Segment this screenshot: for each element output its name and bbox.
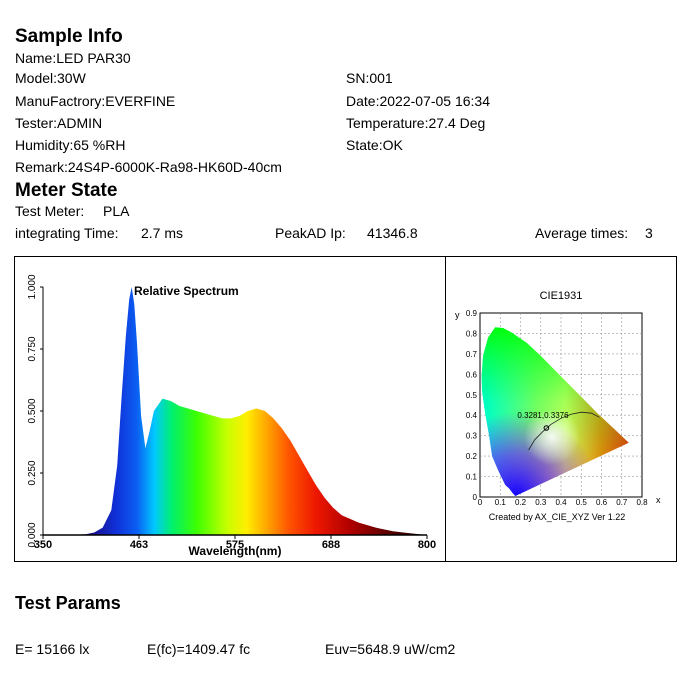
sample-manufactory: ManuFactrory:EVERFINE: [15, 93, 176, 109]
illuminance-fc: E(fc)=1409.47 fc: [147, 641, 251, 657]
sample-remark: Remark:24S4P-6000K-Ra98-HK60D-40cm: [15, 159, 282, 175]
average-times-label: Average times:: [535, 225, 629, 241]
cie-x-tick-label: 0.1: [495, 498, 507, 507]
irradiance-uv: Euv=5648.9 uW/cm2: [325, 641, 456, 657]
cie-x-tick-label: 0.7: [616, 498, 628, 507]
illuminance-lx: E= 15166 lx: [15, 641, 90, 657]
sample-state: State:OK: [346, 137, 403, 153]
cie-y-label: y: [455, 310, 460, 320]
cie-chart-panel: CIE1931 0.3281,0.3376 0 0.1 0.2 0.3 0.4 0.5 0.…: [445, 256, 677, 562]
cie-y-tick-label: 0.8: [466, 329, 478, 338]
cie-x-tick-label: 0: [478, 498, 483, 507]
spectrum-x-tick-label: 575: [226, 539, 244, 551]
chromaticity-point-label: 0.3281,0.3376: [517, 411, 569, 420]
test-meter-label: Test Meter:: [15, 203, 85, 219]
spectrum-y-tick-label: 0.000: [27, 522, 38, 547]
cie-x-tick-label: 0.2: [515, 498, 527, 507]
average-times-value: 3: [645, 225, 653, 241]
sample-date: Date:2022-07-05 16:34: [346, 93, 490, 109]
sample-tester: Tester:ADMIN: [15, 115, 103, 131]
spectrum-title: Relative Spectrum: [134, 284, 239, 298]
sample-humidity: Humidity:65 %RH: [15, 137, 126, 153]
peak-ad-label: PeakAD Ip:: [275, 225, 346, 241]
cie-y-tick-label: 0: [473, 493, 478, 502]
cie-footer: Created by AX_CIE_XYZ Ver 1.22: [489, 512, 626, 522]
spectrum-chart: 350 463 575 688 800 0.000 0.250 0.500 0.750 1.000…: [27, 274, 436, 558]
cie-chart: CIE1931 0.3281,0.3376 0 0.1 0.2 0.3 0.4 0.5 0.…: [455, 290, 661, 522]
cie-title: CIE1931: [540, 290, 583, 302]
spectrum-x-tick-label: 463: [130, 539, 148, 551]
cie-y-tick-label: 0.7: [466, 350, 478, 359]
sample-info-heading: Sample Info: [15, 26, 123, 47]
sample-model: Model:30W: [15, 70, 86, 86]
spectrum-area: [43, 287, 427, 535]
integrating-time-label: integrating Time:: [15, 225, 119, 241]
spectrum-y-tick-label: 0.750: [27, 336, 38, 361]
sample-sn: SN:001: [346, 70, 393, 86]
cie-y-tick-label: 0.5: [466, 391, 478, 400]
spectrum-y-tick-label: 1.000: [27, 274, 38, 299]
spectrum-y-tick-label: 0.500: [27, 398, 38, 423]
cie-x-tick-label: 0.8: [636, 498, 648, 507]
test-params-heading: Test Params: [15, 593, 121, 613]
spectrum-chart-panel: 350 463 575 688 800 0.000 0.250 0.500 0.750 1.000…: [14, 256, 446, 562]
integrating-time-value: 2.7 ms: [141, 225, 184, 241]
spectrum-x-tick-label: 688: [322, 539, 340, 551]
peak-ad-value: 41346.8: [367, 225, 418, 241]
cie-x-tick-label: 0.4: [555, 498, 567, 507]
spectrum-y-tick-label: 0.250: [27, 460, 38, 485]
sample-temperature: Temperature:27.4 Deg: [346, 115, 486, 131]
chromaticity-point: [543, 425, 550, 431]
cie-x-tick-label: 0.6: [596, 498, 608, 507]
cie-y-tick-label: 0.2: [466, 452, 478, 461]
meter-state-heading: Meter State: [15, 180, 118, 201]
spectrum-x-label: Wavelength(nm): [189, 544, 282, 558]
cie-y-tick-label: 0.4: [466, 411, 478, 420]
cie-y-tick-label: 0.3: [466, 432, 478, 441]
planckian-locus: [528, 411, 600, 451]
cie-x-tick-label: 0.3: [535, 498, 547, 507]
sample-name: Name:LED PAR30: [15, 50, 131, 66]
spectrum-x-tick-label: 350: [34, 539, 52, 551]
cie-y-tick-label: 0.1: [466, 473, 478, 482]
test-meter-value: PLA: [103, 203, 130, 219]
cie-x-label: x: [656, 495, 661, 505]
cie-y-tick-label: 0.9: [466, 309, 478, 318]
spectrum-x-tick-label: 800: [418, 539, 436, 551]
cie-y-tick-label: 0.6: [466, 370, 478, 379]
cie-x-tick-label: 0.5: [576, 498, 588, 507]
